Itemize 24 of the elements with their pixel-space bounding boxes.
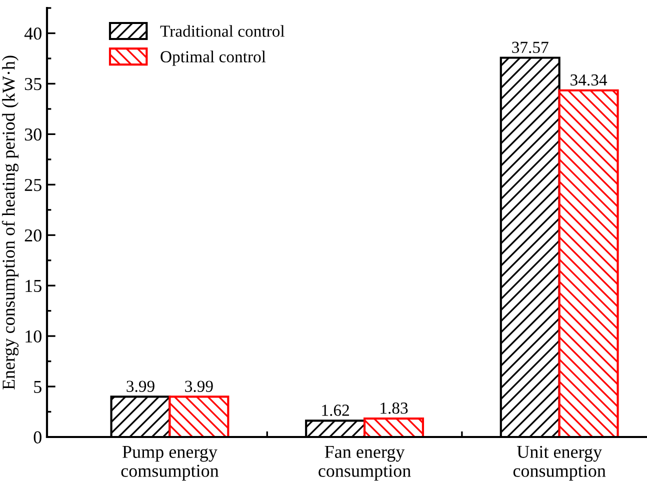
y-tick-label: 25 <box>24 178 42 192</box>
data-label: 37.57 <box>512 42 548 54</box>
data-label: 3.99 <box>126 380 154 392</box>
x-tick-label: Pump energy comsumption <box>121 446 219 481</box>
y-tick-label: 0 <box>34 431 42 444</box>
data-label: 1.83 <box>380 402 408 414</box>
data-label: 3.99 <box>185 380 213 392</box>
y-tick-label: 10 <box>26 330 42 342</box>
bar <box>363 417 424 437</box>
y-tick-label: 5 <box>34 380 42 393</box>
y-tick-label: 20 <box>24 229 42 242</box>
legend-label: Traditional control <box>160 25 285 37</box>
bar <box>558 89 619 437</box>
bar <box>168 396 230 437</box>
y-tick-label: 40 <box>24 27 42 40</box>
y-tick-label: 35 <box>24 78 42 90</box>
x-tick-label: Fan energy consumption <box>318 446 411 481</box>
y-axis-title: Energy consumption of heating period (kW·h) <box>2 56 19 390</box>
data-label: 1.62 <box>322 404 349 416</box>
y-tick-label: 30 <box>24 128 42 141</box>
legend-label: Optimal control <box>160 50 266 66</box>
y-tick-label: 15 <box>26 280 42 292</box>
x-tick-label: Unit energy consumption <box>513 446 606 481</box>
data-label: 34.34 <box>570 74 608 86</box>
